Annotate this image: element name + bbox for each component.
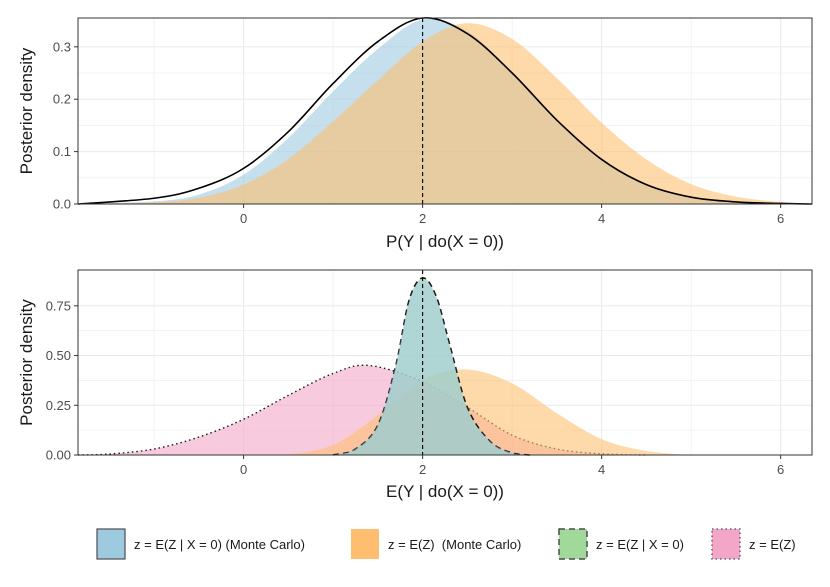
- y-tick-label: 0.25: [46, 398, 71, 413]
- legend-key-1: [351, 529, 379, 559]
- series-line-density: [77, 17, 813, 205]
- legend-key-2: [558, 528, 588, 560]
- y-tick-label: 0.50: [46, 348, 71, 363]
- top-panel: 0 2 4 6 0.0 0.1 0.2 0.3 P(Y | do(X = 0)) Posterio…: [17, 17, 813, 251]
- y-tick-label: 0.2: [53, 92, 71, 107]
- y-tick-label: 0.00: [46, 448, 71, 463]
- panel-border: [77, 269, 813, 456]
- x-tick-label: 2: [419, 211, 426, 226]
- y-axis-title: Posterior density: [17, 299, 36, 426]
- y-tick-label: 0.3: [53, 39, 71, 54]
- series-area-z-e-z-monte-carlo: [78, 23, 812, 204]
- x-axis-title: E(Y | do(X = 0)): [386, 482, 504, 501]
- legend: z = E(Z | X = 0) (Monte Carlo) z = E(Z) …: [96, 528, 796, 560]
- x-tick-label: 2: [419, 462, 426, 477]
- series-outline-z-e-z-x-0: [332, 277, 531, 456]
- panel-border: [77, 17, 813, 205]
- x-tick-label: 6: [777, 211, 784, 226]
- legend-key-3: [711, 528, 741, 560]
- y-axis-title: Posterior density: [17, 47, 36, 174]
- y-tick-label: 0.0: [53, 197, 71, 212]
- x-tick-label: 6: [777, 462, 784, 477]
- x-tick-label: 4: [598, 462, 605, 477]
- x-tick-label: 0: [240, 211, 247, 226]
- y-tick-label: 0.1: [53, 144, 71, 159]
- legend-label-1: z = E(Z) (Monte Carlo): [388, 537, 521, 552]
- bottom-panel: 0 2 4 6 0.00 0.25 0.50 0.75 E(Y | do(X = 0)) Post…: [17, 269, 813, 501]
- y-tick-label: 0.75: [46, 298, 71, 313]
- legend-label-0: z = E(Z | X = 0) (Monte Carlo): [134, 537, 305, 552]
- legend-label-3: z = E(Z): [749, 537, 796, 552]
- legend-key-0: [96, 528, 126, 560]
- x-tick-label: 0: [240, 462, 247, 477]
- legend-label-2: z = E(Z | X = 0): [596, 537, 684, 552]
- series-area-z-e-z-x-0-monte-carlo: [333, 279, 531, 455]
- x-axis-title: P(Y | do(X = 0)): [386, 232, 504, 251]
- x-tick-label: 4: [598, 211, 605, 226]
